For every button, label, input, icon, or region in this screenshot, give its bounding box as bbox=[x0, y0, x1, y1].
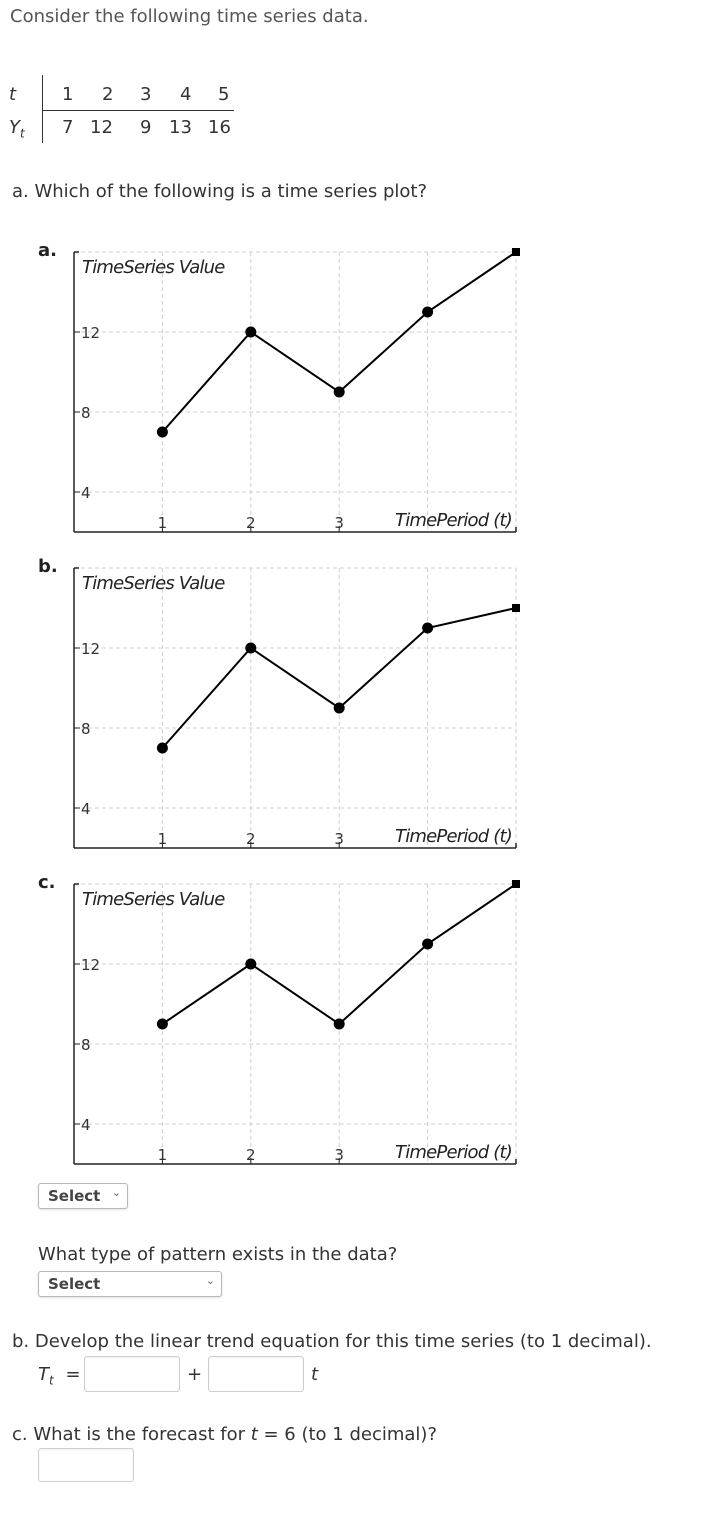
option-a-letter: a. bbox=[38, 240, 57, 261]
t-value: 2 bbox=[102, 84, 114, 105]
chevron-down-icon: ⌄ bbox=[205, 1274, 215, 1287]
data-point bbox=[512, 248, 520, 256]
data-table: t Yt 1 2 3 4 5 7 12 9 13 16 bbox=[0, 0, 260, 150]
x-tick-label: 3 bbox=[334, 830, 344, 848]
pattern-question-text: What type of pattern exists in the data? bbox=[38, 1244, 398, 1265]
t-value: 1 bbox=[62, 84, 74, 105]
chart-title: TimeSeries Value bbox=[82, 573, 225, 594]
data-point bbox=[422, 306, 434, 318]
intro-text: Consider the following time series data. bbox=[10, 6, 369, 27]
data-point bbox=[156, 742, 168, 754]
data-point bbox=[333, 702, 345, 714]
data-point bbox=[333, 1018, 345, 1030]
data-point bbox=[156, 1018, 168, 1030]
y-value: 12 bbox=[90, 117, 113, 138]
data-point bbox=[333, 386, 345, 398]
plot-choice-select[interactable]: Select ⌄ bbox=[38, 1183, 128, 1209]
y-tick-label: 8 bbox=[81, 1036, 91, 1054]
data-point bbox=[245, 642, 257, 654]
x-tick-label: 3 bbox=[334, 514, 344, 532]
question-c-text: c. What is the forecast for t = 6 (to 1 … bbox=[12, 1424, 437, 1445]
y-value: 13 bbox=[169, 117, 192, 138]
data-point bbox=[156, 426, 168, 438]
data-point bbox=[422, 622, 434, 634]
chart-option-c: 12 8 4 1 2 3 TimeSeries Value TimePeriod (t) bbox=[70, 876, 522, 1175]
data-point bbox=[245, 326, 257, 338]
plot-choice-select-value: Select bbox=[48, 1187, 101, 1205]
y-tick-label: 12 bbox=[81, 956, 100, 974]
table-divider-vertical bbox=[42, 75, 43, 143]
data-point bbox=[512, 880, 520, 888]
chevron-down-icon: ⌄ bbox=[111, 1186, 121, 1199]
question-b-text: b. Develop the linear trend equation for… bbox=[12, 1331, 652, 1352]
y-tick-label: 12 bbox=[81, 324, 100, 342]
x-tick-label: 3 bbox=[334, 1146, 344, 1164]
x-tick-label: 2 bbox=[246, 514, 256, 532]
option-c-letter: c. bbox=[38, 872, 56, 893]
x-tick-label: 2 bbox=[246, 830, 256, 848]
forecast-input[interactable] bbox=[38, 1448, 134, 1482]
chart-option-a: 12 8 4 1 2 3 TimeSeries Value TimePeriod (t) bbox=[70, 244, 522, 543]
grid-lines bbox=[74, 567, 517, 848]
t-header: t bbox=[9, 84, 17, 105]
t-value: 5 bbox=[218, 84, 230, 105]
series-line bbox=[161, 251, 517, 433]
grid-lines bbox=[74, 883, 517, 1164]
plus-sign: + bbox=[187, 1364, 203, 1385]
trend-equation-lhs: Tt = bbox=[38, 1364, 81, 1388]
x-tick-label: 1 bbox=[158, 1146, 168, 1164]
question-a-text: a. Which of the following is a time seri… bbox=[12, 181, 428, 202]
pattern-select[interactable]: Select ⌄ bbox=[38, 1271, 222, 1297]
y-tick-label: 4 bbox=[81, 800, 91, 818]
x-tick-label: 1 bbox=[158, 514, 168, 532]
y-tick-label: 4 bbox=[81, 1116, 91, 1134]
slope-input[interactable] bbox=[208, 1356, 304, 1392]
x-axis-label: TimePeriod (t) bbox=[395, 826, 512, 847]
y-tick-label: 4 bbox=[81, 484, 91, 502]
chart-title: TimeSeries Value bbox=[82, 257, 225, 278]
y-tick-label: 8 bbox=[81, 404, 91, 422]
y-value: 7 bbox=[62, 117, 74, 138]
data-point bbox=[245, 958, 257, 970]
x-axis-label: TimePeriod (t) bbox=[395, 1142, 512, 1163]
t-value: 4 bbox=[180, 84, 192, 105]
data-point bbox=[422, 938, 434, 950]
x-axis-label: TimePeriod (t) bbox=[395, 510, 512, 531]
slope-variable: t bbox=[311, 1364, 319, 1385]
chart-title: TimeSeries Value bbox=[82, 889, 225, 910]
chart-option-b: 12 8 4 1 2 3 TimeSeries Value TimePeriod (t) bbox=[70, 560, 522, 859]
table-divider-horizontal bbox=[42, 110, 234, 111]
data-point bbox=[512, 604, 520, 612]
intercept-input[interactable] bbox=[84, 1356, 180, 1392]
t-value: 3 bbox=[140, 84, 152, 105]
grid-lines bbox=[74, 251, 517, 532]
option-b-letter: b. bbox=[38, 556, 58, 577]
y-value: 9 bbox=[140, 117, 152, 138]
pattern-select-value: Select bbox=[48, 1275, 101, 1293]
x-tick-label: 1 bbox=[158, 830, 168, 848]
y-header: Yt bbox=[9, 117, 25, 141]
x-tick-label: 2 bbox=[246, 1146, 256, 1164]
y-tick-label: 12 bbox=[81, 640, 100, 658]
series-line bbox=[161, 607, 517, 749]
y-tick-label: 8 bbox=[81, 720, 91, 738]
y-value: 16 bbox=[208, 117, 231, 138]
